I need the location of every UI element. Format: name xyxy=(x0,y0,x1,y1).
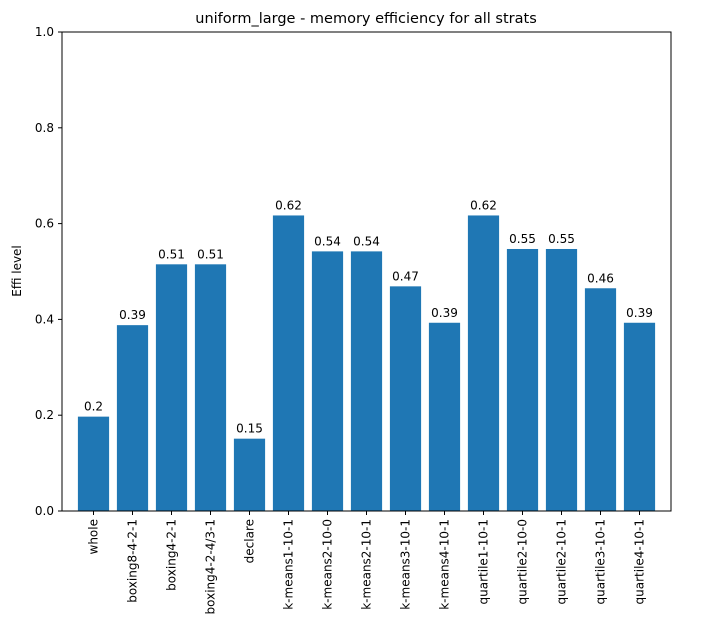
x-tick-label-9: k-means4-10-1 xyxy=(438,519,452,610)
x-tick-label-5: k-means1-10-1 xyxy=(282,519,296,610)
value-label-14: 0.39 xyxy=(626,306,653,320)
bar-14 xyxy=(623,322,656,511)
x-tick-label-14: quartile4-10-1 xyxy=(633,519,647,604)
bars-group xyxy=(77,215,656,511)
value-label-10: 0.62 xyxy=(470,198,497,212)
y-tick-label-5: 1.0 xyxy=(35,25,54,39)
x-tick-label-10: quartile1-10-1 xyxy=(477,519,491,604)
value-label-11: 0.55 xyxy=(509,232,536,246)
bar-1 xyxy=(116,325,149,511)
bar-12 xyxy=(545,248,578,511)
value-label-9: 0.39 xyxy=(431,306,458,320)
y-tick-label-0: 0.0 xyxy=(35,504,54,518)
value-label-1: 0.39 xyxy=(119,308,146,322)
value-label-12: 0.55 xyxy=(548,232,575,246)
x-tick-label-1: boxing8-4-2-1 xyxy=(126,519,140,603)
value-label-7: 0.54 xyxy=(353,234,380,248)
value-label-2: 0.51 xyxy=(158,247,185,261)
bar-7 xyxy=(350,251,383,511)
y-tick-label-2: 0.4 xyxy=(35,312,54,326)
x-tick-label-0: whole xyxy=(87,519,101,554)
y-axis-ticks: 0.0 0.2 0.4 0.6 0.8 1.0 xyxy=(35,25,62,518)
value-labels-group: 0.2 0.39 0.51 0.51 0.15 0.62 0.54 0.54 0.47 0.39 0… xyxy=(84,198,653,435)
value-label-8: 0.47 xyxy=(392,269,419,283)
value-label-6: 0.54 xyxy=(314,234,341,248)
bar-6 xyxy=(311,251,344,511)
x-tick-label-6: k-means2-10-0 xyxy=(321,519,335,610)
x-tick-label-13: quartile3-10-1 xyxy=(594,519,608,604)
chart-title: uniform_large - memory efficiency for al… xyxy=(195,11,537,27)
y-axis-label: Effi level xyxy=(10,245,24,297)
value-label-3: 0.51 xyxy=(197,247,224,261)
bar-2 xyxy=(155,264,188,511)
value-label-0: 0.2 xyxy=(84,400,103,414)
bar-5 xyxy=(272,215,305,511)
plot-area-frame xyxy=(61,31,672,512)
bar-9 xyxy=(428,322,461,511)
bar-4 xyxy=(233,438,266,511)
bar-0 xyxy=(77,416,110,511)
value-label-4: 0.15 xyxy=(236,422,263,436)
value-label-5: 0.62 xyxy=(275,198,302,212)
x-tick-label-8: k-means3-10-1 xyxy=(399,519,413,610)
y-tick-label-4: 0.8 xyxy=(35,121,54,135)
x-tick-label-11: quartile2-10-0 xyxy=(516,519,530,604)
x-tick-label-4: declare xyxy=(243,519,257,563)
bar-8 xyxy=(389,286,422,511)
bar-3 xyxy=(194,264,227,511)
x-axis-ticks: whole boxing8-4-2-1 boxing4-2-1 boxing4-2-4… xyxy=(87,511,647,614)
x-tick-label-3: boxing4-2-4/3-1 xyxy=(204,519,218,614)
value-label-13: 0.46 xyxy=(587,271,614,285)
bar-13 xyxy=(584,288,617,511)
x-tick-label-7: k-means2-10-1 xyxy=(360,519,374,610)
x-tick-label-12: quartile2-10-1 xyxy=(555,519,569,604)
x-tick-label-2: boxing4-2-1 xyxy=(165,519,179,591)
y-tick-label-3: 0.6 xyxy=(35,217,54,231)
y-tick-label-1: 0.2 xyxy=(35,408,54,422)
bar-10 xyxy=(467,215,500,511)
bar-11 xyxy=(506,248,539,511)
